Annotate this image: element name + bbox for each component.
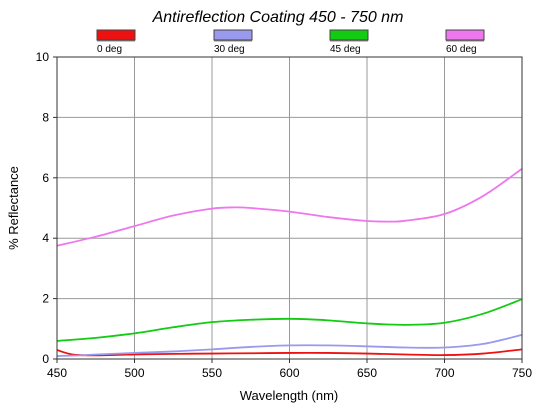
x-axis-ticks: 450 500 550 600 650 700 750 <box>47 359 532 380</box>
x-tick-label: 550 <box>202 366 222 380</box>
x-tick-label: 500 <box>124 366 144 380</box>
legend-swatch-0-deg <box>96 29 136 41</box>
series-line-45-deg <box>56 298 523 342</box>
x-axis-label: Wavelength (nm) <box>240 388 339 403</box>
y-tick-label: 4 <box>42 231 49 245</box>
series-line-0-deg <box>56 348 523 357</box>
y-tick-label: 6 <box>42 171 49 185</box>
x-tick-label: 600 <box>279 366 299 380</box>
legend-label-30-deg: 30 deg <box>214 44 245 55</box>
legend-label-60-deg: 60 deg <box>446 44 477 55</box>
y-tick-label: 10 <box>36 50 50 64</box>
x-tick-label: 700 <box>434 366 454 380</box>
y-axis-ticks: 0 2 4 6 8 10 <box>36 50 57 366</box>
legend-label-45-deg: 45 deg <box>330 44 361 55</box>
legend-label-0-deg: 0 deg <box>97 44 122 55</box>
y-tick-label: 0 <box>42 352 49 366</box>
legend: 0 deg 30 deg 45 deg 60 deg <box>96 29 485 55</box>
series-line-30-deg <box>56 333 523 357</box>
legend-swatch-45-deg <box>329 29 369 41</box>
y-axis-label: % Reflectance <box>6 166 21 250</box>
y-tick-label: 2 <box>42 292 49 306</box>
series-group <box>56 168 523 357</box>
x-tick-label: 450 <box>47 366 67 380</box>
y-tick-label: 8 <box>42 110 49 124</box>
legend-swatch-30-deg <box>213 29 253 41</box>
series-line-60-deg <box>56 168 523 247</box>
x-tick-label: 750 <box>512 366 532 380</box>
legend-swatch-60-deg <box>445 29 485 41</box>
chart-title: Antireflection Coating 450 - 750 nm <box>152 9 404 26</box>
x-tick-label: 650 <box>357 366 377 380</box>
